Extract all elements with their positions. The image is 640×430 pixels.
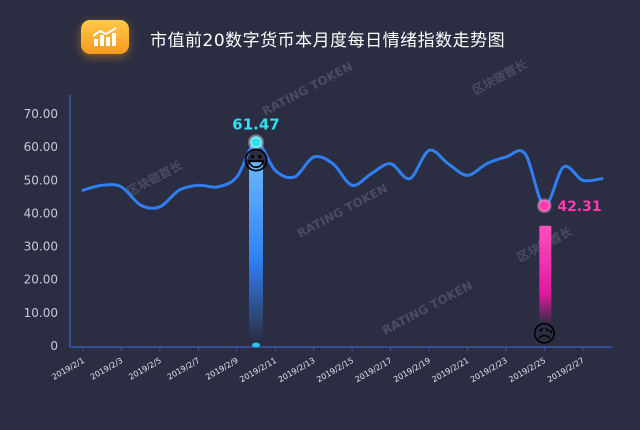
y-tick-label: 30.00 [24, 240, 58, 254]
pillar-base [252, 342, 260, 348]
min-pillar [539, 225, 552, 322]
y-tick-label: 10.00 [24, 306, 58, 320]
x-tick-label: 2019/2/23 [469, 356, 509, 384]
min-value-label: 42.31 [557, 199, 601, 215]
y-tick-label: 50.00 [24, 173, 58, 187]
x-tick-label: 2019/2/1 [50, 356, 86, 382]
y-tick-label: 70.00 [24, 107, 58, 121]
max-point [248, 134, 264, 151]
watermark-text: RATING TOKEN [295, 181, 390, 240]
watermark-text: RATING TOKEN [260, 59, 355, 118]
chart-title: 市值前20数字货币本月度每日情绪指数走势图 [150, 31, 506, 51]
x-tick-label: 2019/2/25 [507, 356, 547, 384]
happy-face-icon: 😃 [242, 146, 269, 176]
min-point [536, 198, 552, 214]
bar-chart-icon [81, 20, 129, 54]
y-tick-label: 60.00 [24, 140, 58, 154]
y-tick-label: 20.00 [24, 273, 58, 287]
x-tick-label: 2019/2/9 [204, 356, 240, 382]
y-tick-label: 0 [50, 339, 58, 353]
watermark-text: 区块链首长 [469, 56, 530, 98]
watermark-text: RATING TOKEN [380, 278, 475, 337]
max-pillar [249, 162, 263, 342]
x-tick-label: 2019/2/17 [354, 356, 394, 384]
x-tick-label: 2019/2/27 [546, 356, 586, 384]
x-tick-label: 2019/2/21 [430, 356, 470, 384]
x-tick-label: 2019/2/5 [127, 356, 163, 382]
max-value-label: 61.47 [232, 115, 279, 133]
x-tick-label: 2019/2/19 [392, 356, 432, 384]
x-tick-label: 2019/2/15 [315, 356, 355, 384]
y-tick-label: 40.00 [24, 206, 58, 220]
x-tick-label: 2019/2/13 [277, 356, 317, 384]
x-tick-label: 2019/2/3 [89, 356, 125, 382]
sad-face-icon: 😥 [532, 320, 557, 348]
series-line [81, 140, 604, 210]
x-tick-label: 2019/2/11 [238, 356, 278, 384]
x-tick-label: 2019/2/7 [166, 356, 202, 382]
